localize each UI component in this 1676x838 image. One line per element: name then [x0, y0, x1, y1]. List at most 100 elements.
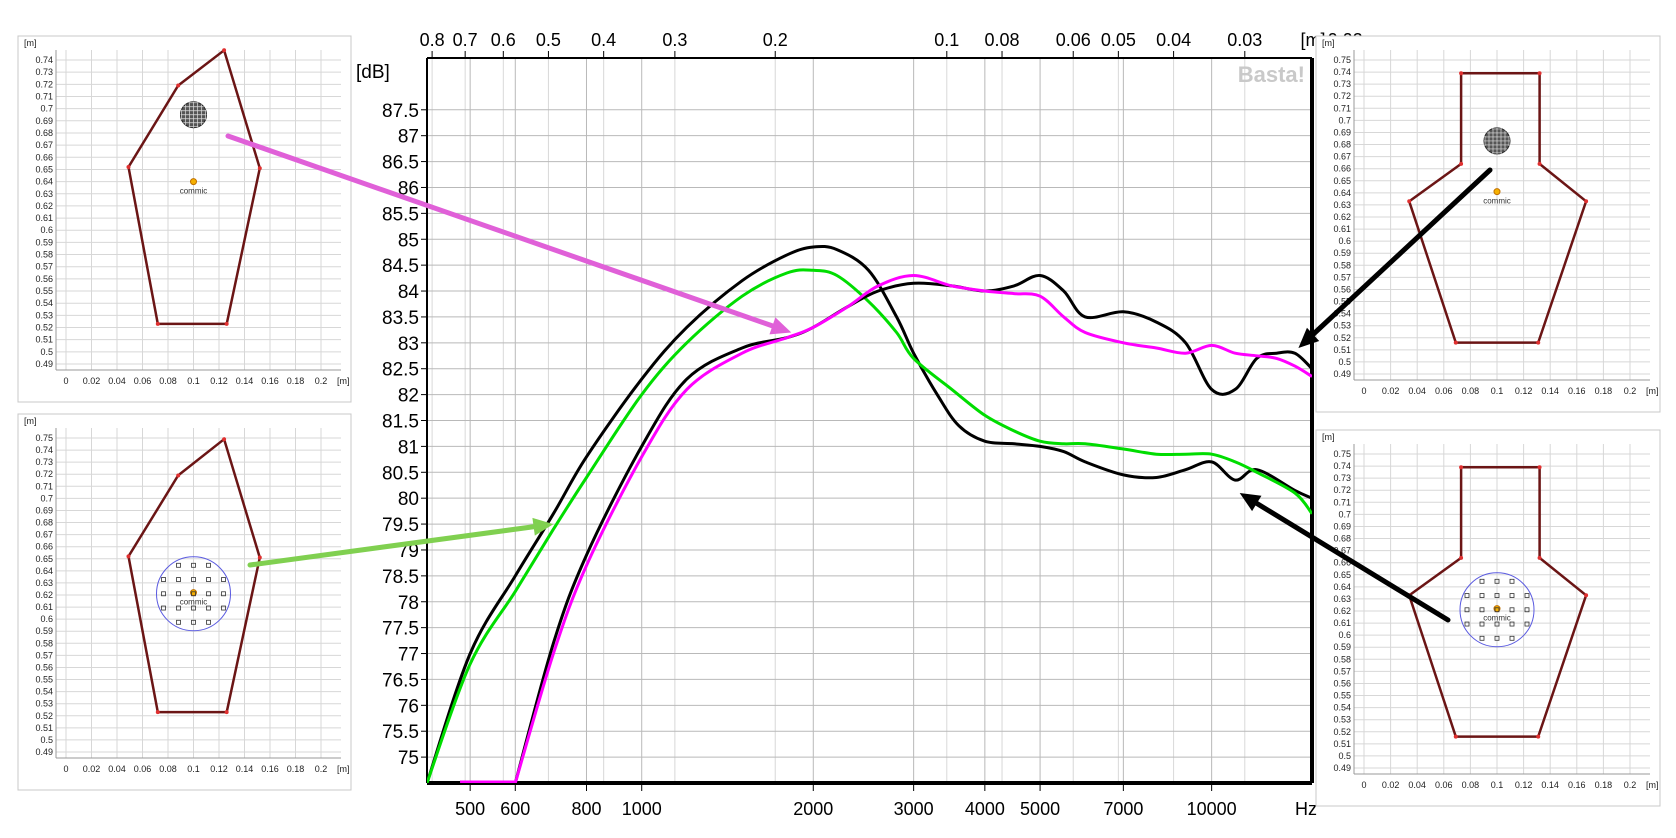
inset-y-tick: 0.67 — [35, 530, 53, 540]
mic-label: commic — [1483, 614, 1511, 623]
black-arrow-upper — [1298, 167, 1493, 348]
inset-x-tick: 0.12 — [210, 376, 228, 386]
inset-y-tick: 0.57 — [1333, 272, 1351, 282]
inset-y-tick: 0.49 — [1333, 369, 1351, 379]
y-tick-label: 80.5 — [382, 463, 419, 484]
y-tick-label: 82 — [398, 386, 419, 407]
driver-circle-icon — [1459, 572, 1535, 648]
inset-y-tick: 0.51 — [35, 723, 53, 733]
inset-y-tick: 0.69 — [1333, 521, 1351, 531]
inset-y-tick: 0.5 — [1338, 751, 1351, 761]
driver-element — [221, 605, 226, 611]
inset-x-tick: 0.04 — [108, 764, 126, 774]
inset-x-tick: 0.04 — [1408, 386, 1426, 396]
inset-y-tick: 0.6 — [1338, 630, 1351, 640]
inset-y-tick: 0.7 — [40, 104, 53, 114]
mic-icon — [190, 178, 197, 186]
top-tick-label: 0.04 — [1156, 30, 1191, 50]
inset-y-tick: 0.62 — [35, 201, 53, 211]
inset-y-tick: 0.67 — [1333, 546, 1351, 556]
inset-y-tick: 0.49 — [1333, 763, 1351, 773]
inset-y-tick: 0.54 — [1333, 703, 1351, 713]
inset-x-tick: 0.16 — [261, 764, 279, 774]
top-tick-label: 0.4 — [591, 30, 616, 50]
inset-x-tick: 0.1 — [187, 376, 200, 386]
driver-element — [1479, 621, 1485, 627]
y-tick-label: 86.5 — [382, 153, 419, 174]
driver-element — [1464, 621, 1470, 627]
y-tick-label: 77 — [398, 645, 419, 666]
inset-y-tick: 0.72 — [35, 469, 53, 479]
inset-x-tick: 0.02 — [83, 376, 101, 386]
inset-x-tick: 0.16 — [261, 376, 279, 386]
top-tick-label: 0.3 — [662, 30, 687, 50]
top-tick-label: 0.7 — [453, 30, 478, 50]
inset-y-tick: 0.54 — [1333, 309, 1351, 319]
y-tick-label: 87.5 — [382, 101, 419, 122]
inset-x-tick: 0.04 — [1408, 780, 1426, 790]
enclosure-vertex — [155, 710, 160, 715]
inset-y-tick: 0.64 — [35, 566, 53, 576]
inset-y-tick: 0.59 — [1333, 248, 1351, 258]
inset-x-tick: 0.14 — [236, 764, 254, 774]
watermark-text: Basta! — [1238, 62, 1305, 87]
enclosure-vertex — [1584, 199, 1589, 204]
magenta-arrow — [225, 133, 792, 335]
y-axis-label: [dB] — [356, 62, 390, 83]
inset-y-tick: 0.52 — [35, 323, 53, 333]
inset-x-tick: 0.12 — [1515, 780, 1533, 790]
mic-label: commic — [1483, 197, 1511, 206]
driver-element — [161, 605, 166, 611]
driver-element — [191, 562, 196, 568]
driver-element — [176, 591, 181, 597]
inset-x-tick: 0.04 — [108, 376, 126, 386]
mic-label: commic — [180, 598, 208, 607]
inset-y-tick: 0.71 — [35, 91, 53, 101]
inset-x-tick: 0.2 — [315, 764, 328, 774]
inset-x-tick: 0.06 — [134, 764, 152, 774]
arrow-shaft — [1310, 167, 1493, 337]
inset-y-tick: 0.61 — [1333, 224, 1351, 234]
inset-y-tick: 0.58 — [1333, 260, 1351, 270]
inset-y-tick: 0.7 — [1338, 115, 1351, 125]
top-tick-label: 0.08 — [985, 30, 1020, 50]
driver-element — [1479, 578, 1485, 584]
enclosure-vertex — [176, 83, 181, 88]
annotation-arrows — [225, 133, 1493, 623]
driver-element — [206, 591, 211, 597]
inset-y-tick: 0.6 — [40, 225, 53, 235]
inset-y-tick: 0.58 — [35, 638, 53, 648]
driver-element — [1494, 621, 1500, 627]
inset-x-tick: 0.12 — [1515, 386, 1533, 396]
x-tick-label: 10000 — [1187, 799, 1237, 819]
enclosure-vertex — [126, 554, 131, 559]
driver-element — [191, 605, 196, 611]
inset-y-tick: 0.49 — [35, 747, 53, 757]
y-tick-label: 77.5 — [382, 619, 419, 640]
geometry-insets: 0.740.730.720.710.70.690.680.670.660.650… — [17, 35, 1661, 807]
inset-y-tick: 0.56 — [35, 662, 53, 672]
x-tick-label: 1000 — [622, 799, 662, 819]
inset-y-tick: 0.71 — [1333, 497, 1351, 507]
driver-element — [1509, 593, 1515, 598]
y-tick-label: 85.5 — [382, 204, 419, 225]
enclosure-vertex — [1537, 465, 1542, 470]
inset-y-tick: 0.72 — [35, 79, 53, 89]
inset-y-tick: 0.74 — [35, 445, 53, 455]
inset-y-tick: 0.53 — [35, 310, 53, 320]
arrow-shaft — [1254, 500, 1451, 623]
enclosure-vertex — [222, 48, 227, 53]
inset-x-tick: 0.18 — [287, 376, 305, 386]
driver-element — [176, 562, 181, 568]
inset-y-tick: 0.6 — [40, 614, 53, 624]
driver-circle-icon — [156, 556, 231, 632]
inset-x-tick: 0.12 — [210, 764, 228, 774]
inset-y-tick: 0.61 — [35, 213, 53, 223]
inset-y-tick: 0.52 — [35, 711, 53, 721]
inset-y-tick: 0.61 — [1333, 618, 1351, 628]
driver-element — [1479, 607, 1485, 613]
y-tick-label: 75.5 — [382, 722, 419, 743]
driver-element — [206, 577, 211, 582]
inset-y-tick: 0.59 — [1333, 642, 1351, 652]
